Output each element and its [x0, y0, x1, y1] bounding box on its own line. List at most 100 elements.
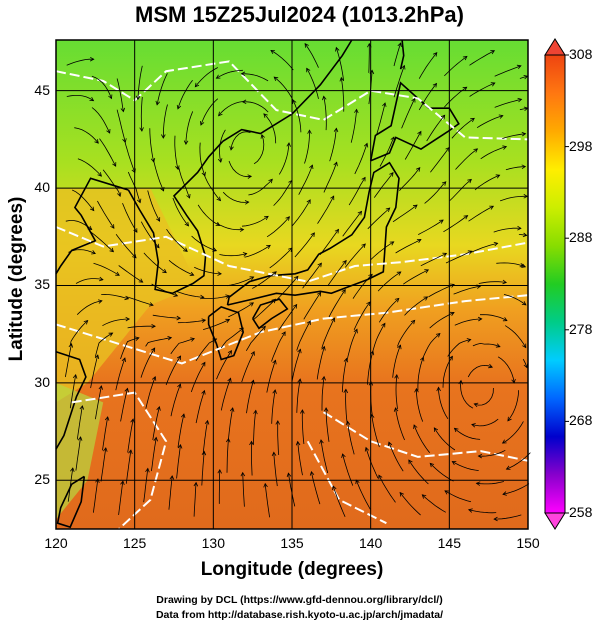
streamline-arrow [502, 145, 508, 150]
streamline-arrow [108, 94, 113, 100]
streamline [294, 232, 315, 258]
streamline [367, 351, 374, 385]
streamline [126, 296, 154, 306]
streamline [291, 199, 311, 227]
streamline [193, 482, 197, 517]
streamline [433, 427, 456, 451]
streamline [202, 319, 230, 330]
x-tick-label: 140 [358, 535, 383, 551]
streamline-arrow [366, 301, 371, 307]
streamline [66, 95, 94, 102]
streamline-arrow [309, 164, 314, 170]
streamline-arrow [177, 443, 183, 449]
streamline [401, 98, 416, 129]
coastline [226, 161, 400, 306]
streamline [413, 424, 431, 454]
streamline-arrow [322, 95, 327, 101]
streamline-arrow [421, 494, 427, 499]
streamline-arrow [151, 347, 156, 353]
streamline [454, 427, 481, 440]
streamline-arrow [521, 301, 527, 306]
streamline [347, 421, 355, 455]
streamline [246, 380, 254, 414]
streamline-arrow [306, 320, 311, 325]
colorbar-label: 288 [569, 229, 593, 246]
streamline-arrow [381, 322, 386, 328]
streamline-arrow [151, 323, 156, 329]
streamline [403, 269, 429, 285]
streamline-arrow [217, 468, 222, 474]
streamline-arrow [89, 56, 95, 62]
streamline-arrow [270, 49, 275, 54]
streamline [418, 219, 444, 235]
streamline-arrow [390, 136, 395, 142]
streamline [416, 388, 424, 422]
streamline-arrow [97, 299, 103, 304]
streamline-arrow [112, 162, 117, 167]
streamline-arrow [104, 416, 110, 421]
colorbar-label: 298 [569, 137, 593, 154]
streamline-arrow [136, 198, 142, 204]
streamline-arrow [264, 215, 269, 221]
streamline [302, 262, 322, 289]
streamline-arrow [498, 114, 504, 119]
streamline [166, 228, 188, 252]
streamline-arrow [429, 462, 435, 468]
streamline-arrow [522, 343, 527, 349]
plot-frame [55, 39, 529, 530]
streamline [216, 69, 243, 79]
streamline-arrow [490, 50, 496, 55]
streamline [241, 73, 269, 82]
streamline [496, 262, 524, 267]
streamline-arrow [186, 193, 191, 199]
streamline-arrow [442, 252, 448, 257]
streamline [102, 318, 130, 327]
streamline-arrow [295, 440, 301, 446]
streamline-arrow [156, 405, 161, 411]
streamline-arrow [439, 219, 444, 224]
streamline [478, 281, 507, 284]
streamline [77, 158, 102, 177]
streamline [273, 76, 294, 102]
streamline-arrow [89, 206, 95, 212]
streamline-arrow [72, 373, 78, 379]
streamline-arrow [273, 76, 279, 81]
streamline [116, 78, 124, 112]
streamline [271, 331, 286, 362]
streamline-arrow [201, 171, 206, 177]
streamline [518, 234, 527, 236]
streamline [68, 249, 96, 254]
streamline-arrow [475, 481, 481, 486]
streamline-arrow [502, 279, 508, 285]
streamline-arrow [272, 389, 277, 394]
streamline-arrow [467, 250, 473, 255]
streamline [494, 65, 522, 77]
streamline-arrow [502, 317, 508, 322]
streamline-arrow [361, 176, 366, 182]
streamline [140, 96, 143, 132]
streamline-arrow [155, 100, 161, 106]
streamline-arrow [417, 130, 422, 136]
streamline-arrow [490, 82, 496, 87]
streamline-arrow [306, 67, 311, 73]
streamline [165, 355, 181, 386]
streamline [143, 252, 167, 273]
streamline-arrow [501, 439, 507, 444]
streamline [216, 350, 232, 380]
streamline [296, 320, 311, 351]
streamline [253, 134, 265, 165]
streamline [367, 207, 390, 230]
streamline [522, 358, 528, 368]
streamline [241, 216, 269, 227]
streamline [297, 441, 303, 476]
streamline [478, 449, 506, 457]
streamline-arrow [488, 363, 493, 369]
streamline-arrow [215, 74, 221, 79]
streamline-arrow [151, 376, 157, 381]
streamline [93, 478, 99, 513]
streamline [348, 177, 366, 206]
streamline-arrow [424, 269, 430, 274]
streamline-arrow [132, 253, 137, 259]
streamline [471, 418, 499, 427]
